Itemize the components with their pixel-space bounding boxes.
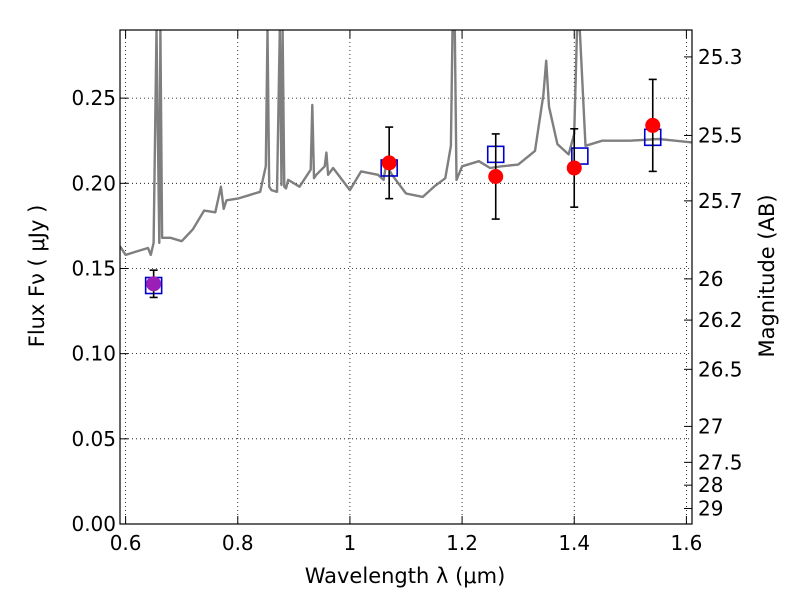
spectrum-line xyxy=(120,30,692,257)
y2-tick-label: 25.5 xyxy=(698,123,743,147)
plot-frame xyxy=(119,29,693,525)
spectrum-layer xyxy=(120,30,692,257)
y2-tick-label: 26.2 xyxy=(698,308,743,332)
x-tick-label: 0.6 xyxy=(110,531,142,555)
markers-layer xyxy=(144,78,662,299)
x-tick-label: 1 xyxy=(344,531,357,555)
x-tick-label: 0.8 xyxy=(222,531,254,555)
observed-point xyxy=(381,155,397,171)
x-tick-label: 1.4 xyxy=(558,531,590,555)
y2-tick-label: 27 xyxy=(698,414,723,438)
y-axis-label: Flux Fν ( μJy ) xyxy=(25,205,49,348)
y2-tick-label: 25.7 xyxy=(698,189,743,213)
y-tick-label: 0.25 xyxy=(71,86,116,110)
observed-point xyxy=(645,117,661,133)
x-axis-label: Wavelength λ (μm) xyxy=(305,564,506,588)
y-tick-label: 0.15 xyxy=(71,256,116,280)
x-axis-label-text: Wavelength λ (μm) xyxy=(305,564,506,588)
x-tick-label: 1.6 xyxy=(670,531,702,555)
y2-tick-label: 26 xyxy=(698,267,723,291)
y-tick-label: 0.20 xyxy=(71,171,116,195)
y-tick-label: 0.00 xyxy=(71,512,116,536)
y2-axis-label: Magnitude (AB) xyxy=(755,194,779,357)
y2-tick-label: 28 xyxy=(698,473,723,497)
grid-lines xyxy=(120,30,692,525)
y2-tick-label: 25.3 xyxy=(698,45,743,69)
y2-tick-label: 29 xyxy=(698,496,723,520)
tick-layer: 0.6 0.8 1 1.2 1.4 1.6 0.00 0.05 0.10 0.15 0.20 0.25… xyxy=(71,30,743,555)
y-tick-label: 0.10 xyxy=(71,342,116,366)
observed-point xyxy=(488,168,504,184)
observed-point xyxy=(566,160,582,176)
y2-tick-label: 26.5 xyxy=(698,357,743,381)
y2-tick-label: 27.5 xyxy=(698,450,743,474)
y-tick-label: 0.05 xyxy=(71,427,116,451)
observed-point xyxy=(146,276,162,292)
x-tick-label: 1.2 xyxy=(446,531,478,555)
